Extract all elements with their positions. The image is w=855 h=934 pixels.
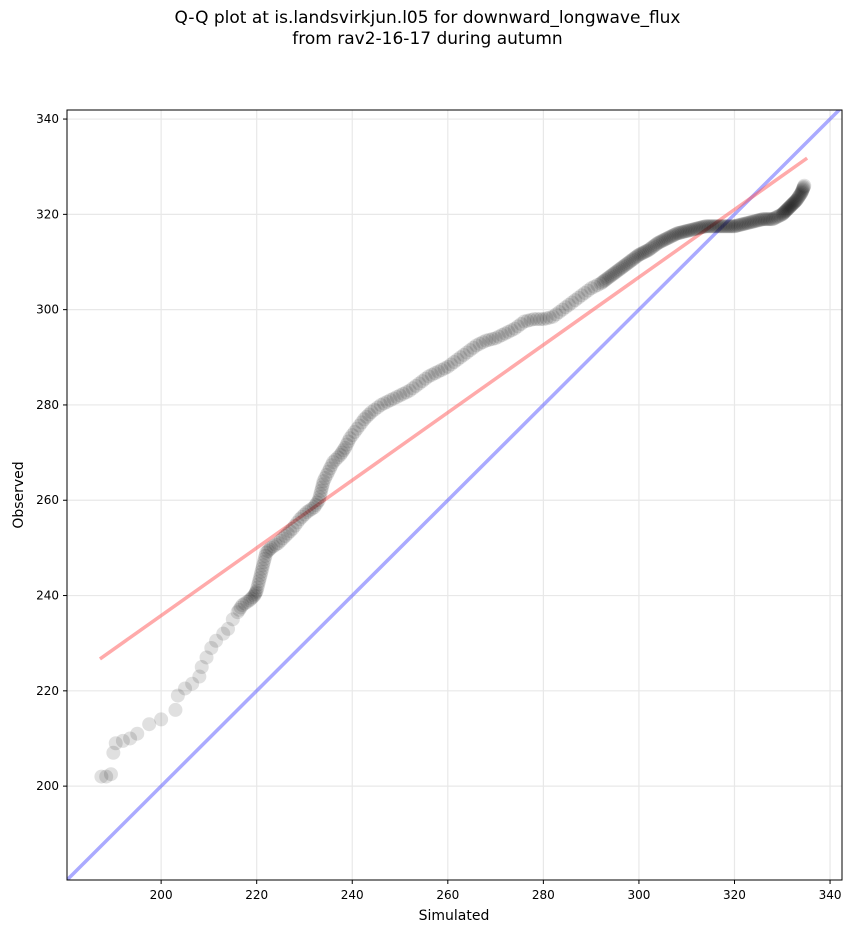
quantile-point xyxy=(168,703,182,717)
y-tick-label: 260 xyxy=(36,493,59,507)
x-tick-label: 280 xyxy=(532,888,555,902)
y-axis: 200 220 240 260 280 300 320 340 xyxy=(36,112,67,793)
x-tick-label: 260 xyxy=(436,888,459,902)
y-tick-label: 320 xyxy=(36,207,59,221)
x-tick-label: 220 xyxy=(245,888,268,902)
x-tick-label: 340 xyxy=(819,888,842,902)
x-axis-label: Simulated xyxy=(419,908,490,924)
x-tick-label: 240 xyxy=(341,888,364,902)
quantile-point xyxy=(797,179,811,193)
y-tick-label: 240 xyxy=(36,589,59,603)
y-tick-label: 200 xyxy=(36,779,59,793)
y-axis-label: Observed xyxy=(11,461,27,528)
y-tick-label: 220 xyxy=(36,684,59,698)
x-tick-label: 300 xyxy=(627,888,650,902)
y-tick-label: 280 xyxy=(36,398,59,412)
x-tick-label: 320 xyxy=(723,888,746,902)
quantile-point xyxy=(142,717,156,731)
x-tick-label: 200 xyxy=(150,888,173,902)
x-axis: 200 220 240 260 280 300 320 340 xyxy=(150,880,842,902)
y-tick-label: 340 xyxy=(36,112,59,126)
quantile-point xyxy=(104,767,118,781)
scatter-points xyxy=(94,179,811,784)
quantile-point xyxy=(130,727,144,741)
quantile-point xyxy=(154,712,168,726)
y-tick-label: 300 xyxy=(36,303,59,317)
